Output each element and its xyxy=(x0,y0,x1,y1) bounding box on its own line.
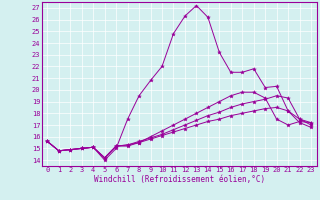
X-axis label: Windchill (Refroidissement éolien,°C): Windchill (Refroidissement éolien,°C) xyxy=(94,175,265,184)
